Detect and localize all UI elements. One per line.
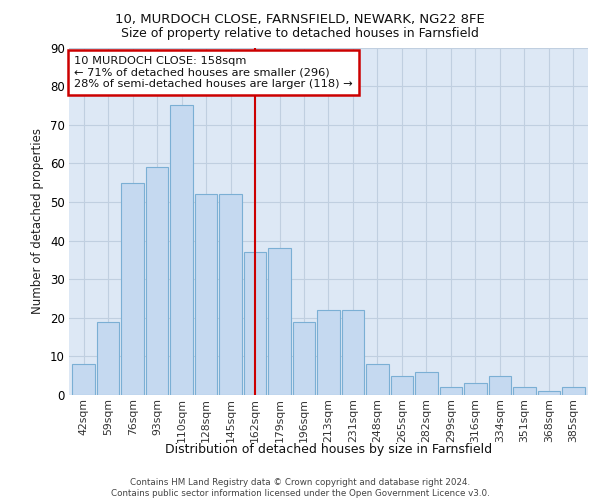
Bar <box>538 391 560 395</box>
Bar <box>488 376 511 395</box>
Bar <box>220 194 242 395</box>
Bar <box>415 372 437 395</box>
Bar <box>464 384 487 395</box>
Bar <box>440 388 462 395</box>
Y-axis label: Number of detached properties: Number of detached properties <box>31 128 44 314</box>
Bar <box>73 364 95 395</box>
Text: Distribution of detached houses by size in Farnsfield: Distribution of detached houses by size … <box>165 442 493 456</box>
Bar <box>513 388 536 395</box>
Text: 10, MURDOCH CLOSE, FARNSFIELD, NEWARK, NG22 8FE: 10, MURDOCH CLOSE, FARNSFIELD, NEWARK, N… <box>115 12 485 26</box>
Text: Contains HM Land Registry data © Crown copyright and database right 2024.
Contai: Contains HM Land Registry data © Crown c… <box>110 478 490 498</box>
Bar <box>293 322 315 395</box>
Bar <box>391 376 413 395</box>
Bar <box>121 182 144 395</box>
Bar <box>317 310 340 395</box>
Bar <box>342 310 364 395</box>
Text: 10 MURDOCH CLOSE: 158sqm
← 71% of detached houses are smaller (296)
28% of semi-: 10 MURDOCH CLOSE: 158sqm ← 71% of detach… <box>74 56 353 90</box>
Bar <box>366 364 389 395</box>
Bar <box>170 106 193 395</box>
Text: Size of property relative to detached houses in Farnsfield: Size of property relative to detached ho… <box>121 28 479 40</box>
Bar <box>146 167 169 395</box>
Bar <box>562 388 584 395</box>
Bar <box>195 194 217 395</box>
Bar <box>268 248 291 395</box>
Bar <box>244 252 266 395</box>
Bar <box>97 322 119 395</box>
